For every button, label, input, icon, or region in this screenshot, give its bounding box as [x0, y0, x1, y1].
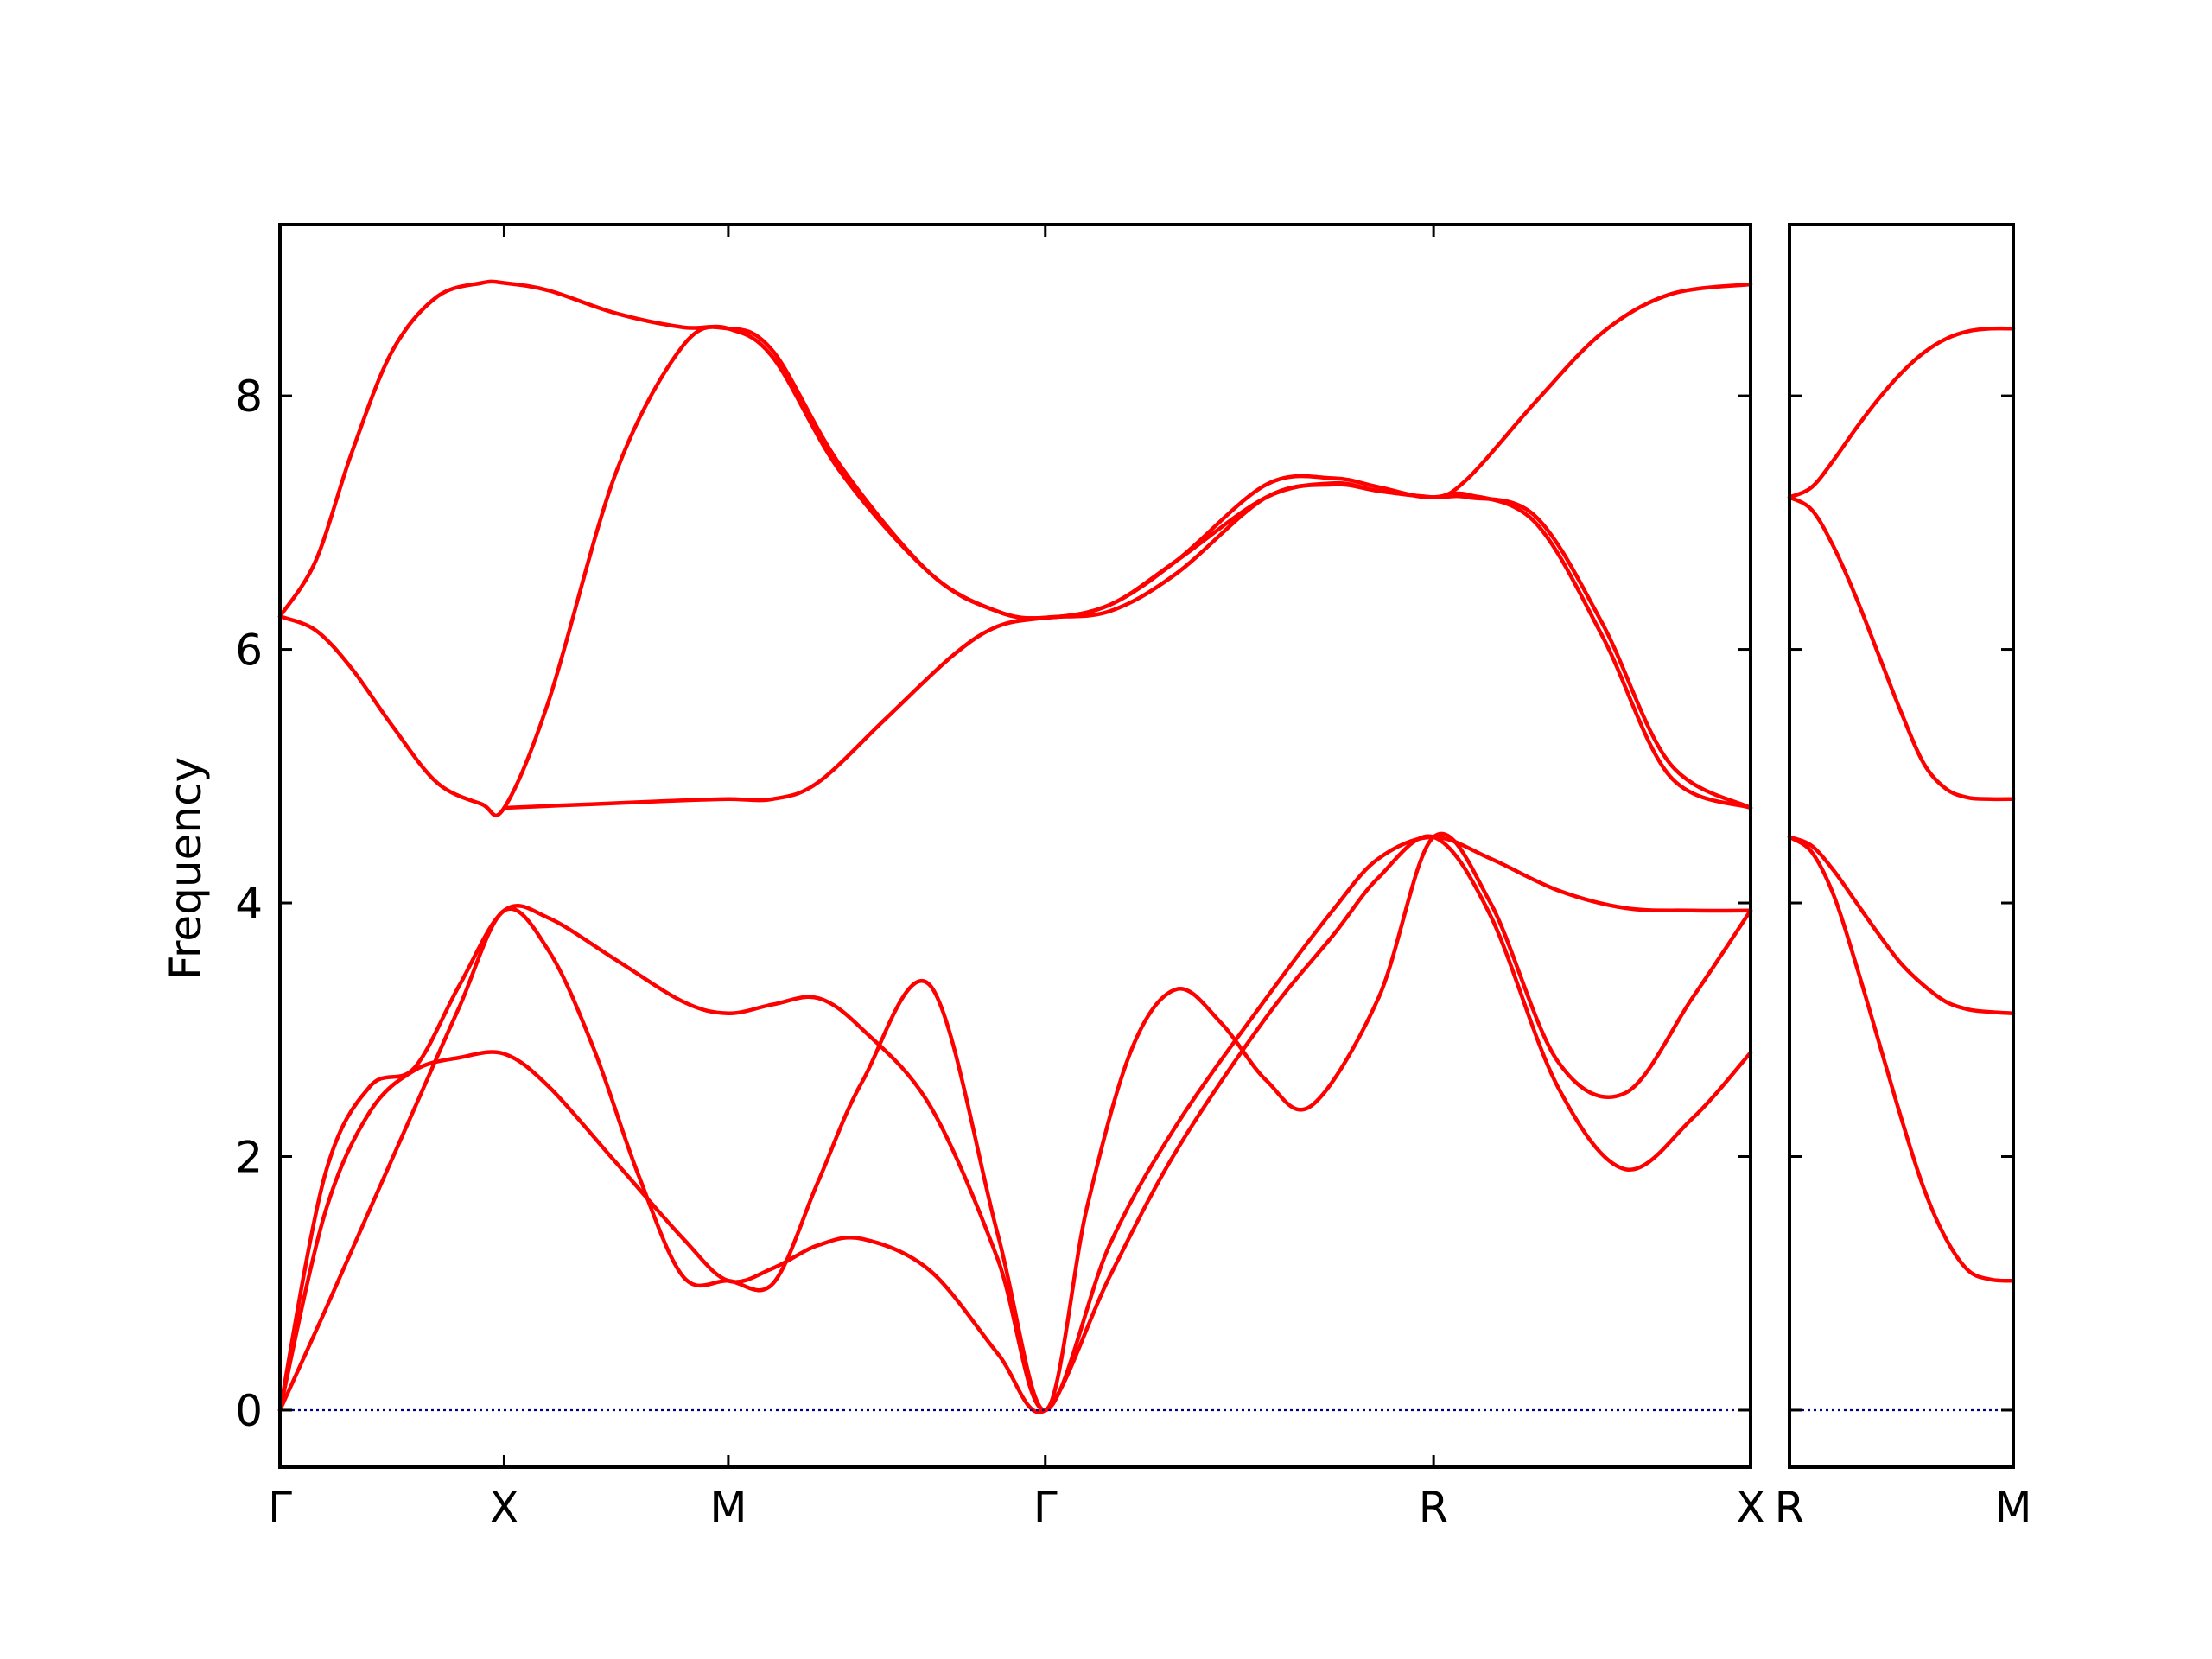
left-band-1	[277, 279, 1753, 620]
right-y-ticks	[1789, 394, 2013, 1412]
left-band-3	[502, 482, 1753, 810]
ytick-label-6: 6	[235, 626, 263, 676]
left-xtick-label-0: Γ	[268, 1483, 292, 1533]
right-panel-frame	[1788, 223, 2015, 1469]
left-band-2	[277, 325, 1753, 817]
left-band-lines	[277, 279, 1753, 1414]
left-xtick-label-4: R	[1419, 1483, 1449, 1533]
right-band-4	[1787, 835, 2016, 1283]
left-xtick-label-5: X	[1736, 1483, 1765, 1533]
ytick-label-4: 4	[235, 879, 263, 929]
left-xtick-label-2: M	[709, 1483, 747, 1533]
left-band-6	[277, 835, 1753, 1413]
right-band-lines	[1787, 326, 2016, 1283]
right-band-3	[1787, 835, 2016, 1015]
right-band-2	[1787, 495, 2016, 802]
ytick-label-0: 0	[235, 1386, 263, 1436]
ytick-label-8: 8	[235, 372, 263, 422]
left-xtick-label-3: Γ	[1033, 1483, 1058, 1533]
right-band-1	[1787, 326, 2016, 499]
y-axis-title: Frequency	[161, 757, 211, 980]
ytick-label-2: 2	[235, 1133, 263, 1183]
left-band-4	[277, 834, 1753, 1414]
left-panel-frame	[278, 223, 1752, 1469]
left-y-ticks	[280, 394, 1751, 1412]
left-xtick-label-1: X	[489, 1483, 518, 1533]
y-tick-labels: 0 2 4 6 8	[235, 372, 263, 1436]
right-xtick-label-0: R	[1775, 1483, 1805, 1533]
right-xtick-label-1: M	[1994, 1483, 2031, 1533]
